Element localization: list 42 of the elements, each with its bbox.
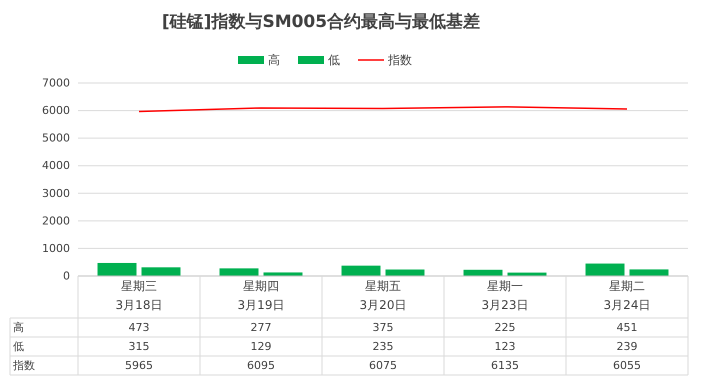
chart-title: [硅锰]指数与SM005合约最高与最低基差	[162, 12, 480, 32]
data-label: 6055	[613, 359, 641, 372]
y-tick-label: 6000	[42, 104, 70, 118]
data-label: 315	[128, 340, 150, 353]
bar	[220, 268, 258, 276]
legend-label: 高	[268, 53, 280, 67]
text: 指数	[13, 359, 35, 372]
data-label: 375	[372, 321, 394, 334]
data-label: 239	[616, 340, 638, 353]
legend-label: 低	[328, 53, 340, 67]
x-tick-label: 星期二 3月24日	[604, 279, 650, 312]
y-tick-label: 3000	[42, 186, 70, 200]
x-tick-label: 星期一 3月23日	[482, 279, 528, 312]
x-tick-label: 星期三 3月18日	[116, 279, 162, 312]
y-tick-label: 7000	[42, 76, 70, 90]
legend-label: 指数	[387, 53, 412, 67]
data-label: 235	[372, 340, 394, 353]
data-label: 5965	[125, 359, 153, 372]
y-tick-label: 4000	[42, 159, 70, 172]
y-tick-label: 5000	[42, 132, 70, 145]
bar	[630, 269, 668, 276]
x-tick-label: 星期五 3月20日	[360, 279, 406, 312]
data-label: 277	[250, 321, 272, 334]
text: 高	[13, 321, 24, 334]
bar	[386, 270, 424, 276]
data-label: 451	[616, 321, 638, 334]
bar	[98, 262, 136, 276]
bar	[142, 267, 180, 276]
data-label: 225	[494, 321, 516, 334]
data-label: 123	[494, 340, 516, 353]
x-tick-label: 星期四 3月19日	[238, 279, 284, 312]
bar	[342, 266, 380, 276]
data-label: 6075	[369, 359, 397, 372]
y-tick-label: 1000	[42, 242, 70, 255]
y-tick-label: 2000	[42, 214, 70, 228]
y-tick-label: 0	[63, 270, 70, 282]
data-label: 473	[128, 321, 150, 334]
data-label: 6135	[491, 359, 519, 372]
bar	[586, 264, 624, 276]
data-label: 129	[250, 340, 272, 353]
data-label: 6095	[247, 359, 275, 372]
text: 低	[13, 340, 24, 353]
